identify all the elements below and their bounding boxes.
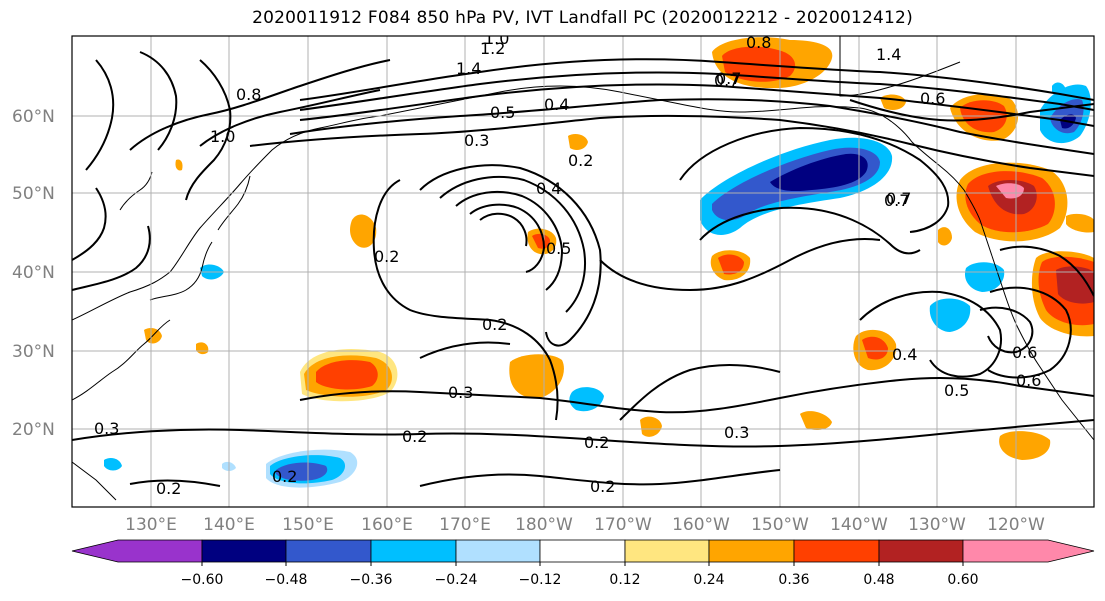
- contour-label: 0.6: [1016, 371, 1041, 390]
- colorbar-segment: [878, 539, 964, 563]
- lon-label: 170°E: [439, 515, 491, 535]
- contour-label: 0.4: [892, 345, 917, 364]
- colorbar-segment: [539, 539, 626, 563]
- contour-label: 0.6: [920, 89, 945, 108]
- longitude-labels: 130°E 140°E 150°E 160°E 170°E 180°W 170°…: [125, 515, 1045, 535]
- contour-label: 0.2: [156, 479, 181, 498]
- graticule: [72, 36, 1094, 507]
- contour-label: 0.7: [886, 189, 911, 208]
- contour-label: 0.5: [490, 103, 515, 122]
- colorbar-segment: [962, 539, 1095, 563]
- contour-label: 0.2: [584, 433, 609, 452]
- colorbar-segment: [793, 539, 880, 563]
- lon-label: 160°E: [361, 515, 413, 535]
- lon-label: 130°E: [125, 515, 177, 535]
- colorbar-label: −0.12: [519, 572, 562, 588]
- shading-layer: [104, 37, 1094, 488]
- contour-label: 0.6: [1012, 343, 1037, 362]
- lon-label: 150°W: [751, 515, 809, 535]
- colorbar-segment: [201, 539, 287, 563]
- contour-label: 0.4: [536, 179, 561, 198]
- contour-label: 0.2: [568, 151, 593, 170]
- contour-label: 0.3: [464, 131, 489, 150]
- contour-label: 1.2: [480, 39, 505, 58]
- colorbar-label: −0.24: [435, 572, 478, 588]
- lon-label: 150°E: [282, 515, 334, 535]
- map-title: 2020011912 F084 850 hPa PV, IVT Landfall…: [252, 8, 913, 28]
- contour-label: 0.2: [590, 477, 615, 496]
- contour-label: 0.4: [544, 95, 569, 114]
- contour-label: 1.0: [210, 127, 235, 146]
- colorbar-label: 0.12: [609, 572, 640, 588]
- pv-contours: [72, 51, 1094, 487]
- contour-label: 0.5: [944, 381, 969, 400]
- lat-label-30n: 30°N: [12, 342, 55, 362]
- contour-label: 1.4: [456, 59, 481, 78]
- colorbar-label: −0.36: [350, 572, 393, 588]
- contour-label: 0.2: [402, 427, 427, 446]
- contour-label: 0.7: [714, 71, 739, 90]
- map-frame: [71, 35, 1095, 508]
- colorbar-segment: [285, 539, 372, 563]
- coastlines: [72, 36, 1094, 501]
- lat-label-20n: 20°N: [12, 420, 55, 440]
- colorbar-segment: [71, 539, 203, 563]
- latitude-labels: 60°N 50°N 40°N 30°N 20°N: [12, 107, 55, 440]
- contour-label: 0.3: [94, 419, 119, 438]
- lon-label: 180°W: [515, 515, 573, 535]
- contour-label: 0.2: [482, 315, 507, 334]
- colorbar-label: −0.48: [265, 572, 308, 588]
- lat-label-50n: 50°N: [12, 184, 55, 204]
- colorbar-label: 0.24: [693, 572, 724, 588]
- contour-label: 0.2: [374, 247, 399, 266]
- colorbar-segment: [708, 539, 795, 563]
- contour-label: 1.4: [876, 45, 901, 64]
- contour-label: 1.0: [484, 29, 509, 48]
- map-content: 1.2 1.4 1.0 1.0 0.7 0.5 0.4 0.3 0.2 0.4 …: [72, 29, 1094, 507]
- colorbar-segment: [624, 539, 710, 563]
- colorbar-labels: −0.60 −0.48 −0.36 −0.24 −0.12 0.12 0.24 …: [181, 572, 979, 588]
- lon-label: 170°W: [594, 515, 652, 535]
- contour-label: 0.3: [448, 383, 473, 402]
- lat-label-60n: 60°N: [12, 107, 55, 127]
- lon-label: 160°W: [672, 515, 730, 535]
- colorbar: [71, 539, 1095, 563]
- lon-label: 120°W: [987, 515, 1045, 535]
- contour-label: 0.7: [884, 191, 909, 210]
- lon-label: 130°W: [908, 515, 966, 535]
- contour-label: 0.8: [236, 85, 261, 104]
- contour-label: 0.2: [272, 467, 297, 486]
- contour-labels: 1.2 1.4 1.0 1.0 0.7 0.5 0.4 0.3 0.2 0.4 …: [94, 29, 1041, 498]
- contour-label: 0.7: [716, 69, 741, 88]
- contour-label: 0.5: [546, 239, 571, 258]
- colorbar-segment: [455, 539, 541, 563]
- colorbar-label: 0.60: [947, 572, 978, 588]
- lon-label: 140°E: [203, 515, 255, 535]
- colorbar-label: −0.60: [181, 572, 224, 588]
- colorbar-segment: [370, 539, 457, 563]
- colorbar-label: 0.36: [778, 572, 809, 588]
- colorbar-ticks: [201, 562, 964, 566]
- lat-label-40n: 40°N: [12, 263, 55, 283]
- contour-label: 0.8: [746, 33, 771, 52]
- lon-label: 140°W: [830, 515, 888, 535]
- contour-label: 0.3: [724, 423, 749, 442]
- colorbar-label: 0.48: [863, 572, 894, 588]
